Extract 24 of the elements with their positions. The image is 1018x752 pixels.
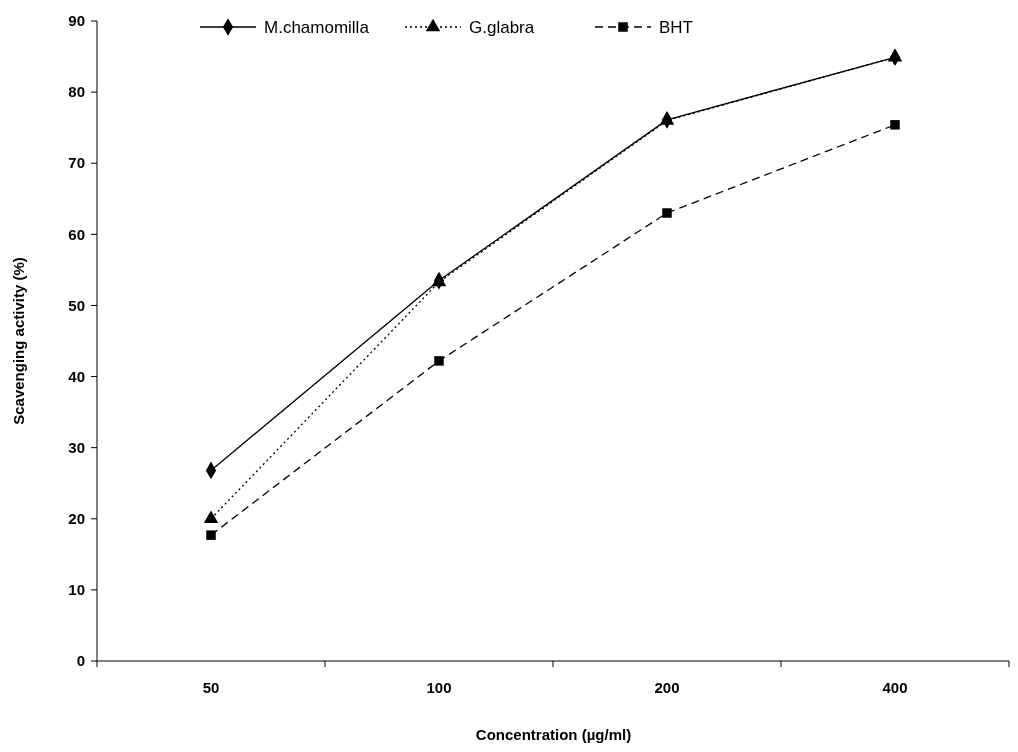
point	[206, 530, 216, 540]
y-tick-label: 0	[76, 652, 85, 670]
y-axis-title: Scavenging activity (%)	[10, 257, 27, 425]
legend-label: G.glabra	[469, 17, 535, 37]
point	[662, 208, 672, 218]
y-tick-label: 10	[68, 581, 85, 599]
y-tick-label: 30	[68, 438, 85, 456]
y-tick-label: 90	[68, 12, 85, 30]
y-tick-label: 40	[68, 367, 85, 385]
x-tick-label: 100	[426, 679, 452, 696]
y-tick-label: 70	[68, 154, 85, 172]
y-tick-label: 60	[68, 225, 85, 243]
y-tick-label: 20	[68, 510, 85, 528]
legend-label: BHT	[659, 17, 693, 37]
x-tick-label: 400	[882, 679, 908, 696]
point	[890, 120, 900, 130]
point	[434, 356, 444, 366]
legend-label: M.chamomilla	[264, 17, 370, 37]
y-tick-label: 80	[68, 83, 85, 101]
point	[203, 510, 219, 523]
x-axis-title: Concentration (µg/ml)	[475, 726, 632, 743]
x-tick-label: 200	[654, 679, 680, 696]
y-tick-label: 50	[68, 296, 85, 314]
x-tick-label: 50	[202, 679, 220, 696]
